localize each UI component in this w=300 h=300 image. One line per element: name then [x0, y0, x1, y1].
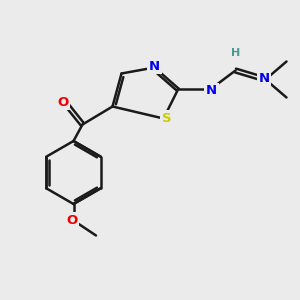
- Text: N: N: [149, 59, 160, 73]
- Text: S: S: [162, 112, 171, 125]
- Text: N: N: [258, 71, 270, 85]
- Text: O: O: [66, 214, 78, 227]
- Text: H: H: [231, 47, 240, 58]
- Text: O: O: [57, 95, 69, 109]
- Text: N: N: [206, 84, 217, 98]
